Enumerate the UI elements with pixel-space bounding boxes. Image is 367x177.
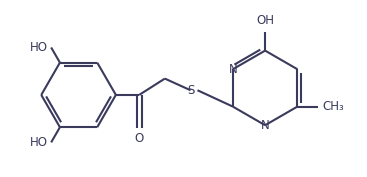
Text: OH: OH	[256, 14, 274, 27]
Text: CH₃: CH₃	[322, 100, 344, 113]
Text: HO: HO	[30, 136, 48, 149]
Text: N: N	[228, 63, 237, 76]
Text: HO: HO	[30, 41, 48, 54]
Text: N: N	[261, 119, 269, 132]
Text: O: O	[135, 132, 144, 145]
Text: S: S	[187, 84, 194, 97]
